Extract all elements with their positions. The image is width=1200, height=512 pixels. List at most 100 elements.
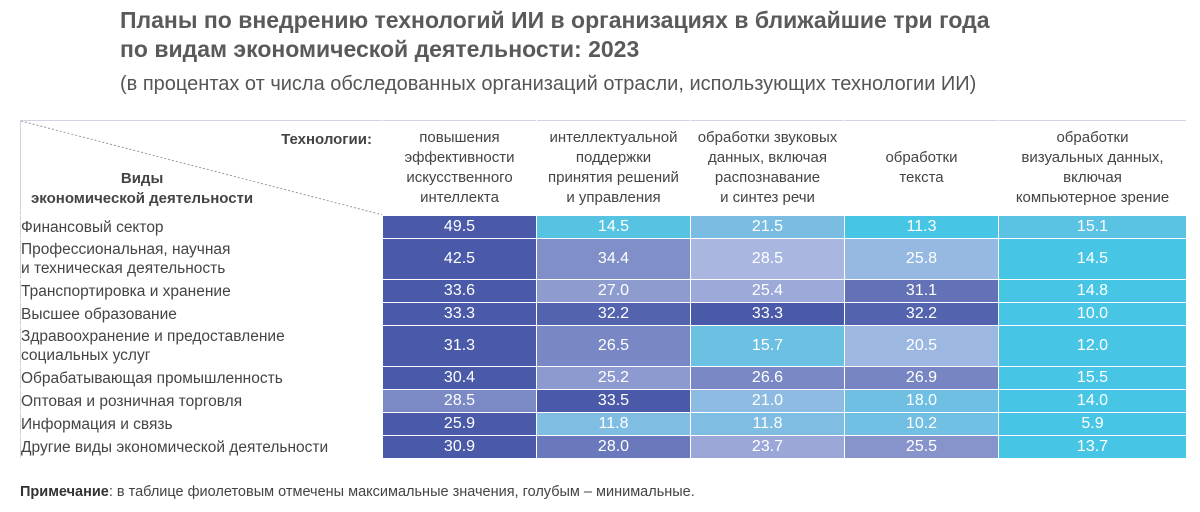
row-label-line: Профессиональная, научная (21, 241, 231, 258)
heatmap-cell: 33.5 (536, 389, 691, 413)
heatmap-cell: 23.7 (690, 435, 845, 459)
heatmap-cell: 30.4 (382, 366, 537, 390)
chart-title-line2: по видам экономической деятельности: 202… (120, 36, 640, 62)
chart-subtitle: (в процентах от числа обследованных орга… (120, 73, 977, 95)
heatmap-cell: 15.7 (690, 325, 845, 367)
heatmap-cell: 21.0 (690, 389, 845, 413)
table-row: Обрабатывающая промышленность 30.4 25.2 26.… (20, 366, 1187, 390)
heatmap-cell: 28.5 (382, 389, 537, 413)
heatmap-cell: 42.5 (382, 238, 537, 280)
row-label-line: Финансовый сектор (21, 218, 164, 236)
column-header-line: повышения (419, 129, 500, 146)
heatmap-cell: 25.2 (536, 366, 691, 390)
table-row: Финансовый сектор 49.5 14.5 21.5 11.3 15.1 (20, 215, 1187, 239)
corner-columns-label: Технологии: (281, 131, 372, 148)
footnote-text: : в таблице фиолетовым отмечены максимал… (108, 484, 695, 500)
heatmap-cell: 10.2 (844, 412, 999, 436)
header-row: Технологии: Виды экономической деятельно… (20, 120, 1187, 216)
table-row: Информация и связь 25.9 11.8 11.8 10.2 5.9 (20, 412, 1187, 436)
table-row: Высшее образование 33.3 32.2 33.3 32.2 10.0 (20, 302, 1187, 326)
heatmap-cell: 49.5 (382, 215, 537, 239)
row-label-line: Высшее образование (21, 305, 177, 323)
column-header-line: интеллекта (420, 189, 499, 206)
footnote-label: Примечание (20, 484, 109, 500)
column-header-line: и синтез речи (720, 189, 815, 206)
footnote: Примечание: в таблице фиолетовым отмечен… (20, 484, 695, 500)
column-header: обработки визуальных данных, включая компью… (998, 120, 1187, 216)
heatmap-cell: 12.0 (998, 325, 1187, 367)
heatmap-cell: 30.9 (382, 435, 537, 459)
heatmap-cell: 31.3 (382, 325, 537, 367)
heatmap-cell: 10.0 (998, 302, 1187, 326)
row-label: Оптовая и розничная торговля (20, 389, 383, 413)
heatmap-cell: 14.0 (998, 389, 1187, 413)
row-label-line: Другие виды экономической деятельности (21, 438, 329, 456)
column-header-line: распознавание (714, 169, 821, 186)
row-label-line: Транспортировка и хранение (21, 282, 231, 300)
heatmap-cell: 34.4 (536, 238, 691, 280)
heatmap-cell: 11.8 (536, 412, 691, 436)
row-label-line: Здравоохранение и предоставление (21, 328, 285, 345)
heatmap-cell: 15.5 (998, 366, 1187, 390)
column-header-line: компьютерное зрение (1015, 189, 1170, 206)
row-label: Транспортировка и хранение (20, 279, 383, 303)
column-header-line: поддержки (575, 149, 652, 166)
column-header-line: включая (1063, 169, 1122, 186)
row-label-line: Обрабатывающая промышленность (21, 369, 283, 387)
heatmap-cell: 21.5 (690, 215, 845, 239)
heatmap-cell: 32.2 (536, 302, 691, 326)
heatmap-cell: 28.5 (690, 238, 845, 280)
heatmap-cell: 33.6 (382, 279, 537, 303)
row-label-line: Оптовая и розничная торговля (21, 392, 243, 410)
column-header-line: обработки (885, 149, 958, 166)
heatmap-cell: 14.8 (998, 279, 1187, 303)
column-header-line: обработки (1056, 129, 1129, 146)
row-label: Информация и связь (20, 412, 383, 436)
row-label: Высшее образование (20, 302, 383, 326)
row-label: Здравоохранение и предоставление социальн… (20, 325, 383, 367)
heatmap-body: Финансовый сектор 49.5 14.5 21.5 11.3 15.1 Про… (20, 215, 1187, 459)
corner-cell: Технологии: Виды экономической деятельно… (20, 120, 383, 216)
column-header-line: искусственного (406, 169, 513, 186)
column-header-line: интеллектуальной (549, 129, 678, 146)
corner-rows-label: Виды экономической деятельности (31, 169, 253, 209)
column-header: повышения эффективности искусственного инте… (382, 120, 537, 216)
row-label: Профессиональная, научная и техническая д… (20, 238, 383, 280)
heatmap-cell: 11.8 (690, 412, 845, 436)
column-header: обработки звуковых данных, включая распозн… (690, 120, 845, 216)
heatmap-cell: 31.1 (844, 279, 999, 303)
heatmap-cell: 14.5 (998, 238, 1187, 280)
heatmap-cell: 5.9 (998, 412, 1187, 436)
table-row: Транспортировка и хранение 33.6 27.0 25.4 31… (20, 279, 1187, 303)
table-row: Другие виды экономической деятельности 30… (20, 435, 1187, 459)
column-header-line: принятия решений (548, 169, 679, 186)
table-row: Здравоохранение и предоставление социальн… (20, 325, 1187, 367)
heatmap-cell: 11.3 (844, 215, 999, 239)
heatmap-table: Технологии: Виды экономической деятельно… (20, 120, 1187, 459)
row-label-line: социальных услуг (21, 347, 151, 364)
column-header-line: эффективности (404, 149, 515, 166)
chart-title: Планы по внедрению технологий ИИ в орган… (120, 6, 1180, 64)
heatmap-cell: 25.5 (844, 435, 999, 459)
heatmap-cell: 32.2 (844, 302, 999, 326)
heatmap-cell: 20.5 (844, 325, 999, 367)
row-label: Другие виды экономической деятельности (20, 435, 383, 459)
table-row: Профессиональная, научная и техническая д… (20, 238, 1187, 280)
heatmap-cell: 33.3 (382, 302, 537, 326)
heatmap-cell: 15.1 (998, 215, 1187, 239)
heatmap-cell: 28.0 (536, 435, 691, 459)
heatmap-cell: 26.6 (690, 366, 845, 390)
heatmap-cell: 25.8 (844, 238, 999, 280)
heatmap-cell: 26.9 (844, 366, 999, 390)
row-label-line: и техническая деятельность (21, 260, 226, 277)
column-header: интеллектуальной поддержки принятия решени… (536, 120, 691, 216)
heatmap-cell: 18.0 (844, 389, 999, 413)
column-header-line: визуальных данных, (1021, 149, 1164, 166)
column-header-line: и управления (566, 189, 661, 206)
heatmap-cell: 26.5 (536, 325, 691, 367)
heatmap-cell: 13.7 (998, 435, 1187, 459)
column-header-line: текста (899, 169, 944, 186)
corner-rows-label-line2: экономической деятельности (31, 190, 254, 207)
chart-title-line1: Планы по внедрению технологий ИИ в орган… (120, 7, 990, 33)
heatmap-cell: 25.4 (690, 279, 845, 303)
